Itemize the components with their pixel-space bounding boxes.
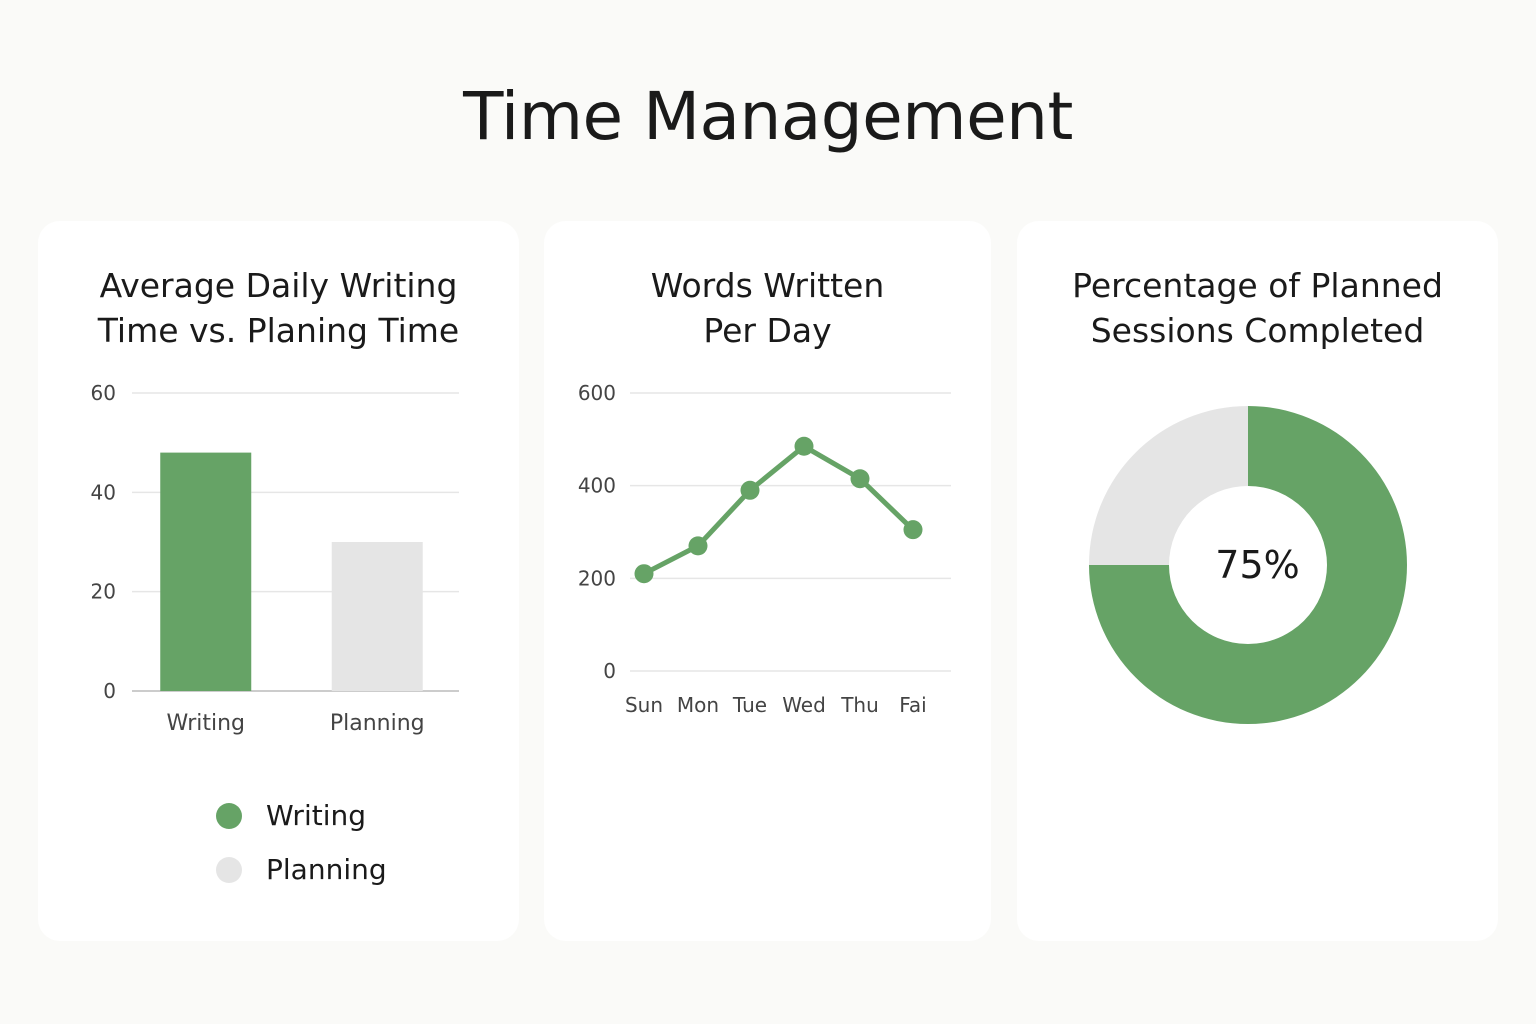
donut-chart-title-line-1: Percentage of Planned [1072,266,1443,305]
data-point-tue [740,480,760,500]
legend-item-writing: Writing [216,799,366,832]
data-point-thu [850,469,870,489]
donut-slice-remaining [1089,406,1248,565]
donut-chart-title-line-2: Sessions Completed [1090,311,1425,350]
bar-chart-title-line-2: Time vs. Planing Time [97,311,460,350]
x-tick-label: Planning [330,711,425,736]
line-chart-plot: 0 200 400 600 Sun Mon Tue Wed Thu Fai [578,381,951,717]
data-point-fai [903,520,923,540]
x-tick-label: Mon [677,693,719,717]
y-tick-label: 0 [103,679,116,703]
donut-center-label: 75% [1215,543,1300,587]
donut-slice-completed [1089,406,1407,724]
line-chart-title: Words Written Per Day [544,263,991,353]
line-chart-title-line-2: Per Day [703,311,832,350]
page-title: Time Management [463,78,1073,155]
legend-label-planning: Planning [266,853,387,886]
line-chart-card: Words Written Per Day 0 200 400 600 Sun Mon Tu… [544,221,991,941]
x-tick-label: Thu [840,693,879,717]
legend-swatch-writing [216,802,242,829]
data-point-wed [794,436,814,456]
x-tick-label: Tue [732,693,767,717]
bar-chart-title: Average Daily Writing Time vs. Planing T… [38,263,519,353]
donut-chart-card: Percentage of Planned Sessions Completed… [1017,221,1498,941]
y-tick-label: 0 [603,659,616,683]
y-tick-label: 20 [91,580,116,604]
bar-chart-title-line-1: Average Daily Writing [99,266,458,305]
x-tick-label: Wed [782,693,826,717]
legend-swatch-planning [216,856,242,883]
x-tick-label: Writing [166,711,245,736]
data-point-mon [688,536,708,556]
legend-label-writing: Writing [266,799,366,832]
x-tick-label: Fai [899,693,926,717]
line-chart-title-line-1: Words Written [650,266,885,305]
donut-chart-plot [1089,406,1407,724]
series-line [641,443,916,577]
y-tick-label: 200 [578,566,616,590]
y-tick-label: 40 [91,480,116,504]
bar-writing [160,452,252,691]
bar-planning [331,542,423,691]
data-point-sun [634,564,654,584]
x-tick-label: Sun [625,693,663,717]
bar-chart-card: Average Daily Writing Time vs. Planing T… [38,221,519,941]
y-tick-label: 600 [578,381,616,405]
y-tick-label: 60 [91,381,116,405]
donut-chart-title: Percentage of Planned Sessions Completed [1017,263,1498,353]
bar-chart-plot: 0 20 40 60 Writing Planning [91,381,459,736]
y-tick-label: 400 [578,474,616,498]
legend-item-planning: Planning [216,853,387,886]
